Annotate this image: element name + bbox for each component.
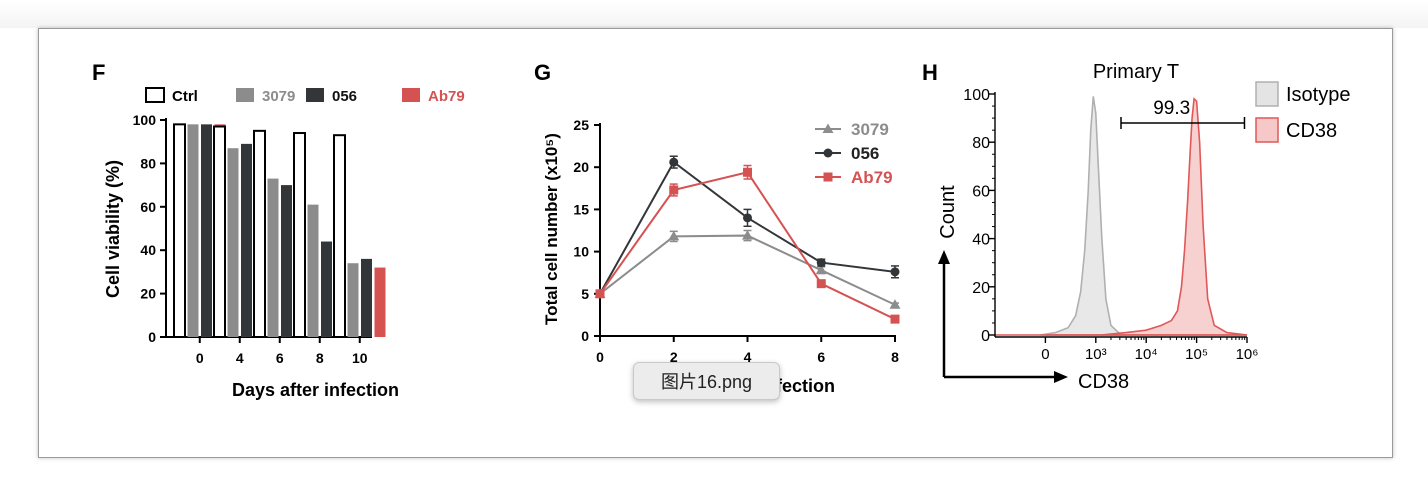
f-x-tick-label: 6 [276, 350, 284, 366]
f-y-axis-label: Cell viability (%) [103, 160, 123, 298]
g-point-056-4 [743, 213, 752, 223]
g-point-ab79-2 [669, 185, 679, 195]
panel-label-f: F [92, 60, 105, 85]
filename-tooltip: 图片16.png [633, 362, 780, 400]
f-bar-056-6 [281, 185, 292, 337]
f-x-axis-label: Days after infection [232, 380, 399, 400]
g-x-tick-label: 6 [817, 349, 825, 365]
h-histogram-isotype [1040, 96, 1127, 336]
h-title: Primary T [1093, 61, 1179, 83]
f-bar-ctrl-8 [293, 132, 306, 338]
g-x-tick-label: 4 [744, 349, 752, 365]
g-x-tick-label: 0 [596, 349, 604, 365]
f-legend-swatch-3079 [236, 88, 254, 102]
window-top-strip [0, 0, 1428, 28]
h-x-axis-label: CD38 [1078, 371, 1129, 393]
f-bar-ctrl-4 [213, 125, 226, 339]
g-x-tick-label: 8 [891, 349, 899, 365]
h-y-tick-label: 0 [981, 328, 990, 345]
f-x-tick-label: 10 [352, 350, 368, 366]
h-x-tick-label: 10⁴ [1135, 346, 1158, 363]
g-y-tick-label: 10 [573, 244, 589, 260]
f-bar-ctrl-10 [333, 134, 346, 338]
h-y-tick-label: 60 [972, 183, 990, 200]
g-x-tick-label: 2 [670, 349, 678, 365]
f-bar-056-0 [201, 124, 212, 337]
g-point-3079-8 [889, 299, 901, 309]
g-y-tick-label: 15 [573, 201, 589, 217]
g-y-axis-label: Total cell number (x10⁵) [542, 133, 561, 325]
g-y-tick-label: 5 [581, 286, 589, 302]
g-legend-label-3079: 3079 [851, 120, 889, 139]
g-y-tick-label: 20 [573, 159, 589, 175]
f-legend-label-3079: 3079 [262, 88, 295, 105]
f-y-tick-label: 60 [140, 199, 156, 215]
f-legend-label-ctrl: Ctrl [172, 88, 198, 105]
f-bar-3079-0 [187, 124, 199, 337]
panel-label-g: G [534, 60, 551, 85]
g-point-ab79-4 [743, 167, 752, 177]
g-point-056-8 [890, 267, 900, 277]
f-y-tick-label: 20 [140, 286, 156, 302]
h-y-tick-label: 20 [972, 280, 990, 297]
g-point-056-6 [816, 258, 826, 268]
f-y-tick-label: 100 [133, 112, 157, 128]
h-gate-label: 99.3 [1153, 98, 1190, 119]
g-point-3079-4 [742, 230, 753, 240]
h-x-tick-label: 10⁶ [1236, 346, 1259, 363]
h-x-tick-label: 0 [1041, 346, 1049, 363]
g-legend-label-056: 056 [851, 144, 879, 163]
g-legend-marker-056 [823, 148, 833, 158]
f-y-tick-label: 80 [140, 155, 156, 171]
f-x-tick-label: 8 [316, 350, 324, 366]
h-y-tick-label: 80 [972, 135, 990, 152]
h-y-tick-label: 100 [963, 87, 990, 104]
f-y-tick-label: 40 [140, 242, 156, 258]
g-point-ab79-0 [595, 289, 605, 299]
g-y-tick-label: 25 [573, 117, 589, 133]
g-point-3079-6 [815, 264, 827, 275]
h-x-tick-label: 10³ [1085, 346, 1107, 363]
f-bar-ctrl-0 [173, 123, 186, 338]
g-legend-label-ab79: Ab79 [851, 168, 893, 187]
g-line-3079 [599, 234, 896, 306]
f-bar-056-8 [321, 241, 332, 337]
g-legend-marker-3079 [822, 123, 834, 133]
g-point-ab79-8 [890, 314, 900, 324]
g-line-ab79 [599, 171, 896, 321]
g-y-tick-label: 0 [581, 328, 589, 344]
f-y-tick-label: 0 [148, 329, 156, 345]
f-x-tick-label: 0 [196, 350, 204, 366]
panel-label-h: H [922, 60, 938, 85]
f-legend-label-ab79: Ab79 [428, 88, 465, 105]
f-bar-056-4 [241, 143, 252, 337]
h-legend-swatch-cd38 [1255, 117, 1279, 143]
h-y-tick-label: 40 [972, 232, 990, 249]
f-legend-label-056: 056 [332, 88, 357, 105]
f-bar-3079-8 [307, 204, 319, 337]
h-y-arrow-head [938, 250, 950, 264]
h-legend-label-cd38: CD38 [1286, 120, 1337, 142]
f-legend-swatch-056 [306, 88, 324, 102]
f-bar-3079-6 [267, 178, 279, 337]
h-legend-label-isotype: Isotype [1286, 84, 1350, 106]
f-bar-056-10 [361, 258, 372, 337]
h-x-tick-label: 10⁵ [1185, 346, 1208, 363]
f-x-tick-label: 4 [236, 350, 244, 366]
f-legend-swatch-ctrl [145, 87, 165, 103]
f-legend-swatch-ab79 [402, 88, 420, 102]
h-y-axis-label: Count [937, 185, 959, 239]
h-legend-swatch-isotype [1255, 81, 1279, 107]
g-point-3079-2 [668, 230, 680, 241]
h-x-arrow-head [1054, 371, 1068, 383]
g-point-056-2 [669, 157, 679, 167]
g-point-ab79-6 [816, 279, 826, 289]
f-bar-ab79-10 [374, 267, 386, 337]
f-bar-3079-10 [347, 263, 359, 337]
f-bar-3079-4 [227, 148, 239, 337]
h-histogram-cd38 [1045, 97, 1248, 336]
g-legend-marker-ab79 [823, 172, 833, 182]
f-bar-ctrl-6 [253, 129, 266, 338]
